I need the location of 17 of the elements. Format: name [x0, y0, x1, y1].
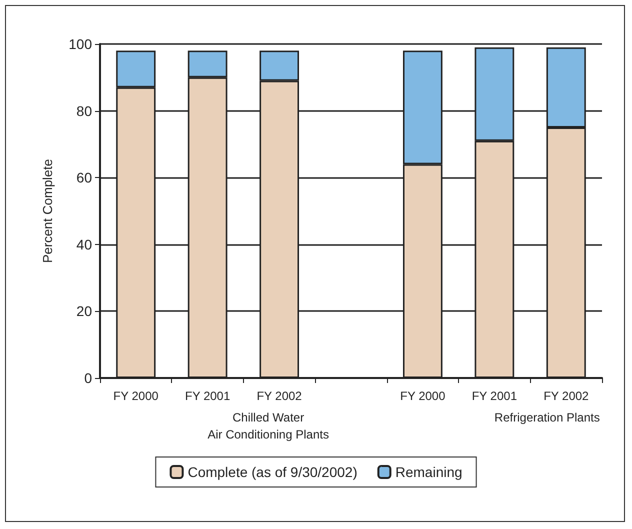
text: Chilled Water Air Conditioning Plants	[208, 410, 329, 442]
y-tick-label: 20	[76, 303, 92, 320]
text: Refrigeration Plants	[494, 410, 600, 424]
y-tick-label: 100	[68, 36, 92, 52]
legend-label: Complete (as of 9/30/2002)	[188, 464, 358, 480]
y-tick-label: 40	[76, 236, 92, 252]
x-tick-label: FY 2002	[544, 389, 590, 403]
x-tick-label: FY 2002	[256, 389, 302, 403]
x-tick-label: FY 2000	[113, 389, 159, 403]
legend-label: Remaining	[395, 464, 462, 480]
x-tick-label: FY 2001	[184, 389, 230, 403]
y-tick-label: 80	[76, 102, 92, 119]
y-tick-label: 0	[84, 370, 92, 386]
y-tick-label: 60	[76, 170, 92, 186]
x-tick-label: FY 2000	[400, 389, 446, 403]
y-axis-title: Percent Complete	[40, 158, 55, 264]
x-tick-label: FY 2001	[472, 389, 518, 403]
